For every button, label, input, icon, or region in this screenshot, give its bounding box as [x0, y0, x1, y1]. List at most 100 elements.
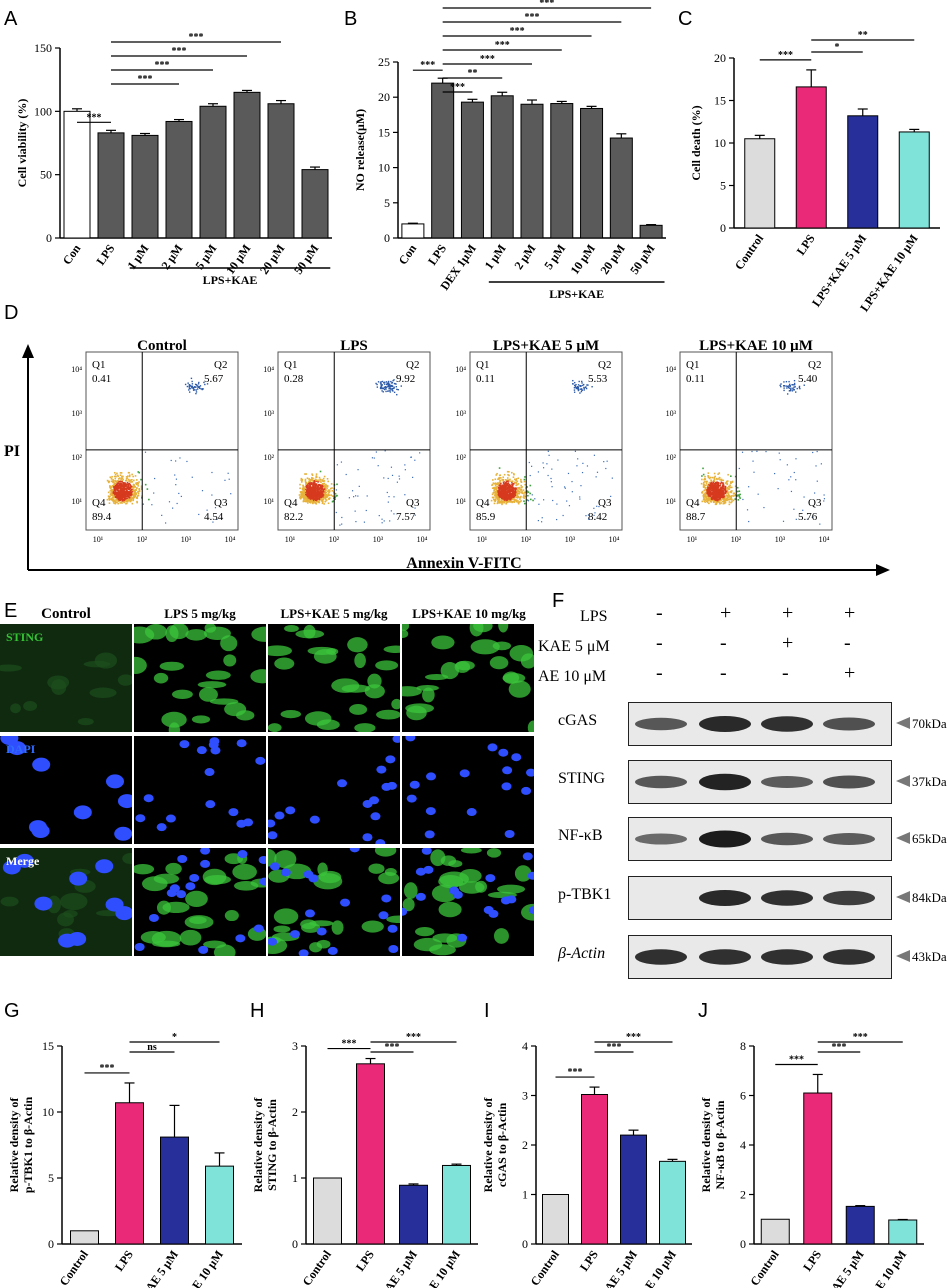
flow-dot — [523, 491, 526, 494]
flow-dot — [738, 494, 741, 496]
flow-dot — [498, 482, 501, 485]
flow-dot — [494, 500, 496, 503]
sting-signal — [224, 910, 239, 922]
flow-dot — [785, 380, 788, 383]
flow-dot — [375, 382, 377, 385]
flow-dot — [520, 484, 522, 487]
if-image-tile — [134, 624, 266, 732]
flow-dot — [321, 502, 324, 505]
flow-dot — [135, 497, 138, 499]
flow-y-tick: 10⁴ — [71, 365, 82, 374]
flow-dot — [339, 524, 341, 526]
flow-dot — [325, 491, 328, 494]
flow-y-tick: 10³ — [666, 409, 677, 418]
flow-dot — [729, 486, 731, 489]
flow-dot — [201, 490, 204, 492]
flow-dot — [574, 450, 577, 452]
flow-dot — [816, 480, 818, 482]
flow-dot — [563, 486, 566, 488]
y-axis-title: NO release(μM) — [353, 109, 367, 191]
nucleus — [135, 814, 146, 823]
y-tick-label: 2 — [740, 1188, 746, 1202]
flow-dot — [527, 500, 530, 502]
flow-dot — [304, 493, 307, 496]
flow-dot — [494, 484, 497, 487]
flow-dot — [496, 472, 498, 475]
bar — [847, 115, 879, 229]
flow-dot — [113, 492, 116, 494]
bar — [97, 132, 125, 239]
flow-dot — [313, 486, 315, 489]
bar — [267, 103, 295, 239]
q4-label: Q4 — [686, 497, 700, 509]
flow-dot — [515, 492, 518, 495]
nucleus — [177, 854, 188, 863]
q4-value: 88.7 — [686, 511, 706, 523]
flow-dot — [501, 488, 504, 491]
flow-dot — [199, 385, 202, 387]
flow-dot — [311, 493, 314, 495]
flow-dot — [509, 498, 512, 501]
flow-dot — [705, 482, 708, 485]
flow-dot — [316, 497, 319, 500]
flow-dot — [191, 383, 194, 385]
flow-dot — [126, 481, 129, 484]
flow-dot — [302, 499, 305, 502]
flow-dot — [492, 487, 495, 490]
flow-dot — [366, 495, 368, 497]
sting-signal — [202, 868, 227, 886]
flow-dot — [734, 475, 737, 478]
flow-dot — [508, 494, 511, 496]
immunofluorescence-panel: Control LPS 5 mg/kg LPS+KAE 5 mg/kg LPS+… — [0, 600, 536, 960]
y-tick-label: 5 — [720, 179, 726, 193]
flow-dot — [716, 481, 719, 484]
flow-dot — [543, 499, 545, 501]
flow-dot — [729, 495, 732, 498]
flow-dot — [127, 478, 130, 481]
flow-dot — [314, 483, 317, 486]
if-image-tile — [0, 624, 132, 732]
significance-label: *** — [450, 82, 465, 93]
q2-value: 5.53 — [588, 373, 608, 385]
flow-dot — [308, 485, 311, 487]
flow-dot — [115, 496, 118, 498]
flow-dot — [116, 481, 118, 483]
flow-dot — [732, 495, 735, 497]
flow-dot — [708, 481, 711, 484]
flow-dot — [119, 488, 122, 490]
flow-dot — [306, 494, 308, 496]
sting-signal — [179, 929, 202, 946]
flow-x-tick: 10³ — [565, 535, 576, 544]
flow-dot — [812, 451, 814, 454]
significance-label: *** — [626, 1032, 641, 1043]
flow-dot — [357, 469, 359, 471]
band-arrow-icon — [896, 950, 910, 962]
flow-dot — [127, 491, 129, 493]
x-tick-label: 20 μM — [257, 242, 287, 277]
flow-dot — [574, 381, 576, 384]
flow-dot — [707, 486, 710, 489]
flow-dot — [358, 485, 360, 487]
flow-dot — [321, 488, 324, 490]
flow-dot — [499, 500, 502, 503]
condition-sign: - — [844, 632, 851, 654]
flow-dot — [516, 480, 519, 483]
flow-x-tick: 10¹ — [285, 535, 296, 544]
flow-dot — [117, 494, 120, 497]
flow-dot — [323, 482, 326, 485]
flow-dot — [498, 467, 501, 469]
flow-dot — [321, 484, 323, 486]
flow-dot — [742, 498, 744, 501]
flow-dot — [491, 483, 494, 486]
flow-dot — [610, 495, 612, 497]
q4-value: 89.4 — [92, 511, 112, 523]
flow-y-tick: 10² — [456, 453, 467, 462]
flow-dot — [315, 496, 318, 498]
sting-signal — [159, 661, 185, 671]
sting-signal — [527, 720, 534, 732]
flow-dot — [577, 389, 580, 392]
flow-dot — [795, 479, 797, 481]
sting-signal — [386, 915, 400, 924]
